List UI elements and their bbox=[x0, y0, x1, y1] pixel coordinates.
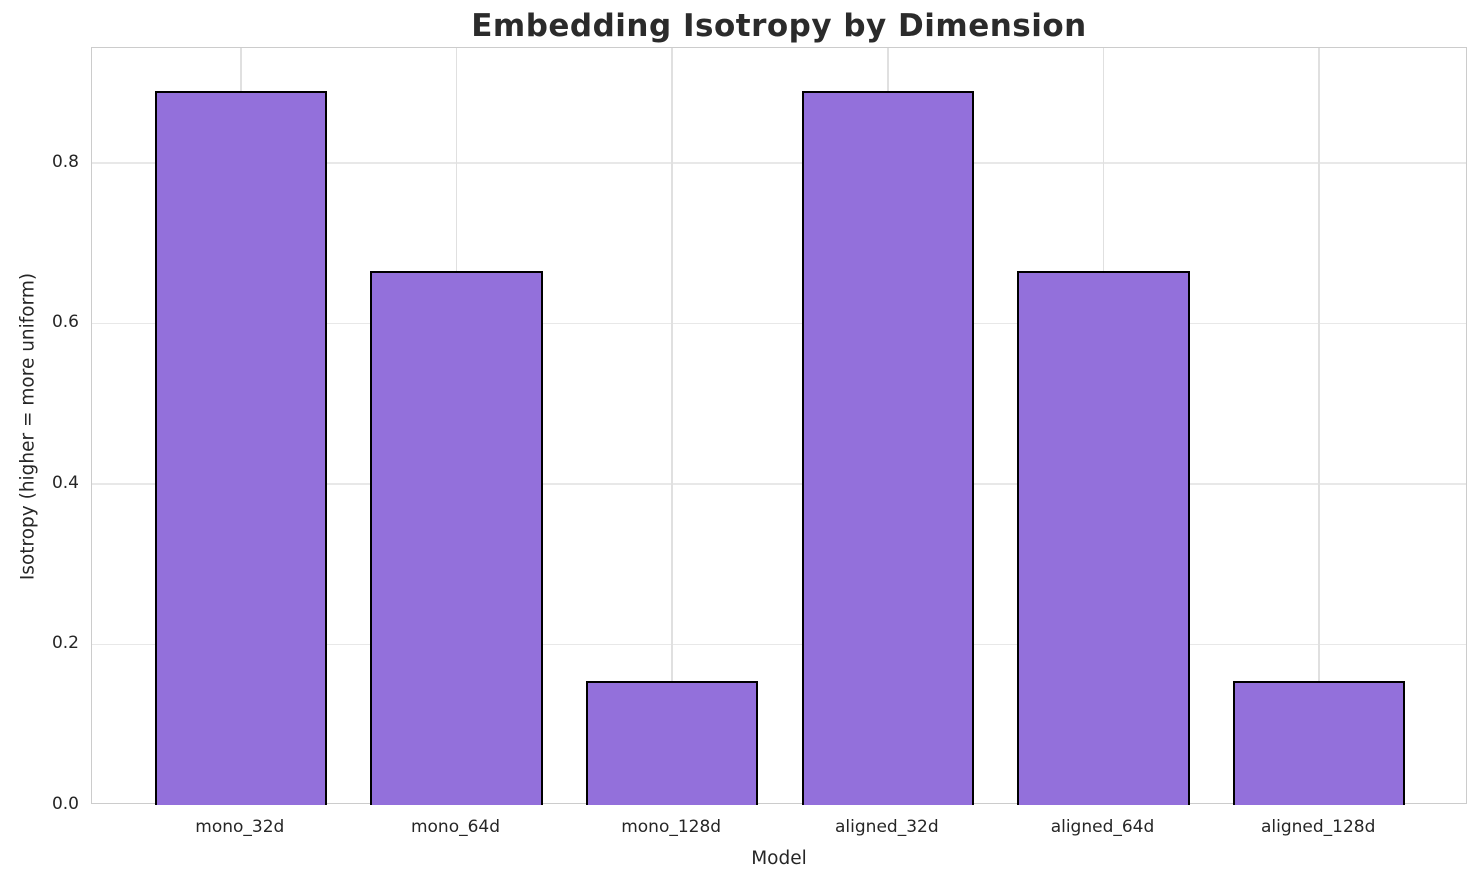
h-gridline bbox=[92, 483, 1466, 485]
x-tick-label: aligned_128d bbox=[1260, 817, 1376, 837]
v-gridline bbox=[1318, 48, 1320, 803]
v-gridline bbox=[671, 48, 673, 803]
y-tick-label: 0.0 bbox=[51, 794, 79, 814]
bar-mono_64d bbox=[370, 271, 543, 805]
x-tick-label: mono_64d bbox=[410, 817, 501, 837]
bar-mono_128d bbox=[585, 680, 759, 805]
y-tick-label: 0.2 bbox=[51, 633, 79, 654]
x-tick-label: mono_32d bbox=[195, 817, 285, 837]
bar-mono_32d bbox=[154, 90, 328, 805]
bar-aligned_32d bbox=[801, 90, 975, 805]
y-tick-label: 0.8 bbox=[51, 151, 79, 172]
x-tick-label: aligned_64d bbox=[1050, 817, 1155, 837]
h-gridline bbox=[92, 322, 1466, 325]
bar-aligned_128d bbox=[1232, 680, 1406, 805]
plot-area bbox=[91, 47, 1467, 805]
h-gridline bbox=[92, 162, 1466, 164]
y-axis-label: Isotropy (higher = more uniform) bbox=[17, 272, 39, 581]
bar-aligned_64d bbox=[1017, 271, 1190, 805]
h-gridline bbox=[92, 643, 1466, 646]
chart-title: Embedding Isotropy by Dimension bbox=[471, 8, 1087, 44]
x-tick-label: mono_128d bbox=[621, 817, 722, 837]
x-axis-label: Model bbox=[751, 848, 807, 869]
y-tick-label: 0.6 bbox=[51, 312, 79, 333]
x-tick-label: aligned_32d bbox=[835, 817, 939, 837]
y-tick-label: 0.4 bbox=[51, 472, 79, 493]
